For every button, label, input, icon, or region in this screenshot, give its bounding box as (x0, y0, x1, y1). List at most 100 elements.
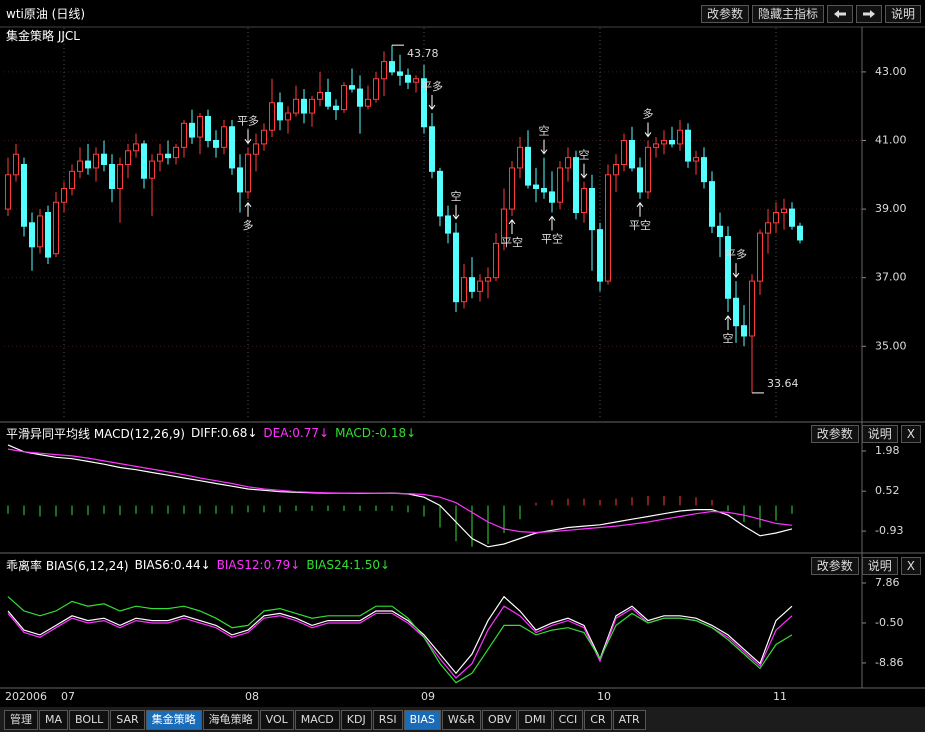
icon (833, 10, 846, 18)
tab[interactable]: DMI (518, 709, 552, 730)
toolbar: 改参数 隐藏主指标 说明 (700, 5, 921, 23)
candle-body (317, 91, 323, 100)
candle-body (533, 184, 539, 190)
tab[interactable]: 海龟策略 (202, 709, 259, 730)
extreme-label: 43.78 (407, 47, 439, 60)
candle-body (453, 232, 459, 303)
candle-body (645, 146, 651, 193)
tab[interactable]: MA (39, 709, 69, 730)
tab[interactable]: RSI (372, 709, 403, 730)
x-tick-label: 10 (597, 690, 611, 703)
candle-body (269, 102, 275, 131)
y-tick-label: -8.86 (875, 656, 903, 669)
tab[interactable]: 管理 (4, 709, 38, 730)
candle-body (13, 153, 19, 176)
tab[interactable]: OBV (482, 709, 518, 730)
candle-body (733, 297, 739, 327)
signal-arrowhead (244, 201, 252, 208)
tab[interactable]: CR (584, 709, 612, 730)
signal-arrowhead (540, 149, 548, 155)
candle-body (397, 71, 403, 76)
button[interactable]: 改参数 (810, 557, 859, 575)
y-tick-label: 39.00 (875, 202, 907, 215)
candle-body (461, 277, 467, 303)
tab[interactable]: BIAS (403, 709, 441, 730)
tab[interactable]: CCI (552, 709, 584, 730)
y-tick-label: -0.50 (875, 616, 903, 629)
icon (862, 10, 875, 18)
readout: BIAS6:0.44↓ (134, 558, 211, 572)
candle-body (757, 232, 763, 282)
close-button[interactable]: X (900, 557, 921, 575)
candle-body (29, 222, 35, 248)
signal-arrowhead (548, 215, 556, 221)
candle-body (677, 129, 683, 145)
signal-label: 平多 (421, 79, 443, 93)
candle-body (69, 170, 75, 190)
prev-button[interactable] (826, 5, 853, 23)
candle-body (469, 277, 475, 292)
close-button[interactable]: X (900, 425, 921, 443)
tab[interactable]: SAR (110, 709, 145, 730)
candle-body (797, 225, 803, 241)
candle-body (85, 160, 91, 169)
candle-body (197, 115, 203, 138)
macd-title-row: 平滑异同平均线 MACD(12,26,9) DIFF:0.68↓ DEA:0.7… (0, 424, 925, 443)
candle-body (101, 153, 107, 165)
signal-arrowhead (452, 214, 460, 220)
signal-arrowhead (644, 132, 652, 138)
signal-arrowhead (244, 139, 252, 145)
tab[interactable]: KDJ (340, 709, 372, 730)
panel-buttons: 改参数 说明 X (810, 425, 921, 443)
tab[interactable]: 集金策略 (145, 709, 202, 730)
y-tick-label: 41.00 (875, 133, 907, 146)
tab[interactable]: ATR (612, 709, 646, 730)
candle-body (349, 85, 355, 90)
button[interactable]: 说明 (861, 425, 898, 443)
readout: MACD:-0.18↓ (335, 426, 417, 440)
candle-body (685, 129, 691, 162)
candle-body (173, 146, 179, 159)
candle-body (621, 139, 627, 165)
candle-body (629, 139, 635, 169)
button[interactable]: 说明 (884, 5, 921, 23)
y-tick-label: -0.93 (875, 524, 903, 537)
candle-body (253, 143, 259, 155)
x-tick-label: 07 (61, 690, 75, 703)
candle-body (357, 88, 363, 107)
signal-arrowhead (580, 173, 588, 179)
y-tick-label: 7.86 (875, 576, 900, 589)
candle-body (701, 157, 707, 183)
signal-arrowhead (724, 315, 732, 321)
candle-body (37, 215, 43, 248)
button[interactable]: 改参数 (700, 5, 749, 23)
candle-body (93, 153, 99, 169)
button[interactable]: 说明 (861, 557, 898, 575)
candle-body (277, 102, 283, 121)
signal-label: 平空 (501, 235, 523, 249)
candle-body (741, 325, 747, 337)
panel-buttons: 改参数 说明 X (810, 557, 921, 575)
candle-body (749, 280, 755, 337)
next-button[interactable] (855, 5, 882, 23)
tab[interactable]: MACD (294, 709, 340, 730)
candle-body (661, 139, 667, 145)
readout: DIFF:0.68↓ (190, 426, 258, 440)
tab[interactable]: VOL (259, 709, 294, 730)
tab[interactable]: BOLL (69, 709, 110, 730)
button[interactable]: 改参数 (810, 425, 859, 443)
candle-body (261, 129, 267, 145)
x-tick-label: 202006 (5, 690, 47, 703)
tab[interactable]: W&R (441, 709, 481, 730)
button[interactable]: 隐藏主指标 (751, 5, 824, 23)
candle-body (405, 74, 411, 83)
readout: BIAS12:0.79↓ (216, 558, 301, 572)
candle-body (549, 191, 555, 203)
signal-label: 多 (643, 106, 654, 120)
candle-body (725, 236, 731, 299)
candle-body (709, 181, 715, 227)
candle-body (53, 201, 59, 255)
y-tick-label: 35.00 (875, 339, 907, 352)
candle-body (5, 174, 11, 210)
candle-body (117, 163, 123, 190)
